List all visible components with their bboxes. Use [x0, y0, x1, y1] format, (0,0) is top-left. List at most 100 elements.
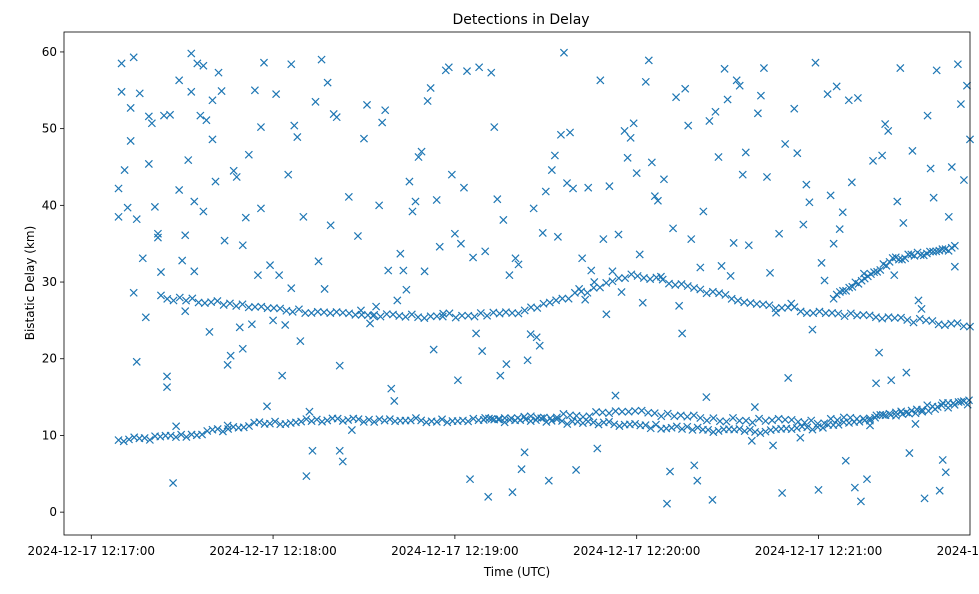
data-point: [896, 313, 906, 322]
data-point: [411, 414, 420, 423]
data-point: [891, 411, 900, 420]
data-point: [585, 412, 594, 421]
data-point: [865, 416, 874, 425]
data-point: [320, 284, 329, 293]
data-point: [925, 247, 935, 256]
data-point: [784, 303, 793, 312]
data-point: [752, 299, 761, 309]
data-point: [257, 302, 266, 311]
data-point: [247, 320, 256, 329]
data-point: [166, 431, 175, 440]
data-point: [953, 319, 962, 328]
data-point: [747, 436, 756, 445]
data-point: [605, 182, 614, 191]
data-point: [495, 309, 504, 318]
data-point: [920, 494, 929, 503]
data-point: [388, 310, 398, 319]
data-point: [617, 287, 626, 297]
data-point: [507, 414, 516, 423]
data-point: [487, 414, 496, 423]
data-point: [740, 427, 749, 436]
data-point: [219, 300, 228, 309]
data-point: [202, 116, 211, 125]
x-tick-label: 2024-12-17 12:22:00: [937, 544, 979, 558]
data-point: [878, 314, 887, 323]
data-point: [263, 304, 272, 313]
data-point: [911, 419, 920, 428]
data-point: [846, 413, 855, 422]
data-point: [735, 416, 744, 425]
data-point: [459, 183, 468, 192]
data-point: [563, 419, 572, 429]
data-point: [834, 309, 843, 318]
data-point: [282, 306, 291, 315]
data-point: [120, 166, 129, 175]
data-point: [481, 247, 490, 256]
data-point: [502, 360, 511, 369]
data-point: [746, 298, 755, 308]
data-point: [323, 416, 332, 425]
data-point: [450, 229, 459, 238]
data-point: [890, 271, 899, 280]
data-point: [911, 409, 920, 418]
data-point: [255, 418, 264, 427]
x-axis: 2024-12-17 12:17:00 2024-12-17 12:18:00 20…: [28, 535, 979, 558]
data-point: [138, 254, 147, 263]
data-point: [669, 224, 678, 233]
data-point: [162, 383, 172, 392]
data-point: [175, 293, 184, 302]
data-point: [382, 310, 391, 319]
data-point: [761, 427, 770, 436]
data-point: [635, 250, 644, 259]
data-point: [708, 287, 717, 296]
data-point: [898, 410, 907, 419]
data-point: [931, 405, 940, 414]
data-point: [884, 126, 893, 135]
data-point: [662, 499, 672, 508]
data-point: [929, 193, 938, 202]
data-point: [833, 416, 842, 425]
data-point: [494, 415, 503, 424]
data-point: [390, 396, 399, 405]
data-point: [232, 301, 241, 311]
data-point: [414, 152, 423, 162]
x-tick-label: 2024-12-17 12:17:00: [28, 544, 155, 558]
data-point: [578, 419, 587, 428]
data-point: [650, 192, 659, 201]
data-point: [651, 420, 660, 429]
data-point: [281, 320, 290, 330]
data-point: [208, 96, 217, 105]
data-point: [835, 225, 844, 234]
data-point: [126, 103, 135, 112]
x-tick-label: 2024-12-17 12:21:00: [755, 544, 882, 558]
data-point: [683, 282, 692, 291]
data-point: [715, 289, 724, 298]
data-point: [526, 330, 535, 339]
data-point: [872, 379, 881, 388]
data-point: [893, 197, 902, 206]
data-point: [859, 414, 868, 423]
data-point: [626, 133, 635, 142]
data-point: [727, 294, 736, 303]
data-point: [774, 414, 783, 423]
plot-area: [114, 48, 975, 508]
data-point: [847, 178, 856, 187]
data-point: [762, 172, 772, 181]
data-point: [511, 254, 520, 263]
data-point: [475, 63, 484, 72]
data-point: [364, 415, 374, 424]
data-point: [611, 391, 620, 400]
data-point: [182, 432, 191, 442]
data-point: [581, 295, 590, 304]
data-point: [124, 435, 134, 444]
data-point: [381, 106, 390, 115]
data-point: [402, 285, 411, 294]
data-point: [781, 415, 790, 424]
data-point: [123, 203, 132, 212]
data-point: [244, 150, 253, 159]
data-point: [384, 266, 393, 275]
data-point: [637, 406, 646, 415]
data-point: [335, 361, 344, 370]
data-point: [385, 415, 394, 424]
data-point: [171, 433, 180, 442]
